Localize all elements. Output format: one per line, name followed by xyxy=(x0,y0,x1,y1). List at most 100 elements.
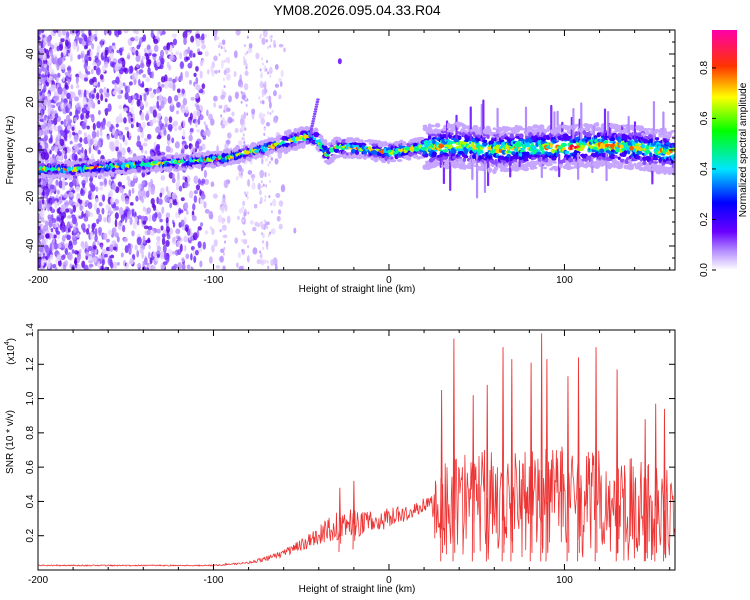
ridge-pixel xyxy=(568,166,575,170)
noise-pixel xyxy=(38,36,41,41)
noise-pixel xyxy=(228,95,232,103)
ridge-pixel xyxy=(518,133,524,139)
noise-pixel xyxy=(107,229,113,236)
noise-pixel xyxy=(217,214,223,224)
ridge-pixel xyxy=(493,166,499,171)
noise-pixel xyxy=(197,226,202,231)
noise-pixel xyxy=(88,30,92,37)
noise-pixel xyxy=(99,74,104,80)
noise-pixel xyxy=(84,148,88,157)
noise-pixel xyxy=(265,221,268,226)
noise-pixel xyxy=(261,88,267,96)
noise-pixel xyxy=(259,254,262,258)
noise-pixel xyxy=(70,55,73,62)
noise-pixel xyxy=(152,109,157,118)
noise-pixel xyxy=(183,181,189,189)
ridge-pixel xyxy=(481,141,488,147)
noise-pixel xyxy=(72,131,76,136)
noise-pixel xyxy=(180,108,186,114)
ridge-pixel xyxy=(42,173,47,179)
noise-pixel xyxy=(221,59,224,69)
noise-pixel xyxy=(193,72,197,77)
noise-pixel xyxy=(86,125,90,130)
noise-pixel xyxy=(243,58,247,66)
noise-pixel xyxy=(276,215,281,222)
noise-pixel xyxy=(204,208,210,214)
noise-pixel xyxy=(240,100,243,104)
ridge-pixel xyxy=(621,124,626,128)
noise-pixel xyxy=(68,252,73,261)
noise-pixel xyxy=(104,178,107,186)
noise-pixel xyxy=(136,263,141,268)
noise-pixel xyxy=(168,116,173,123)
ridge-pixel xyxy=(514,147,520,152)
noise-pixel xyxy=(270,157,274,161)
noise-pixel xyxy=(100,39,103,48)
noise-pixel xyxy=(89,212,94,218)
ridge-pixel xyxy=(623,150,628,155)
ridge-pixel xyxy=(575,151,581,154)
noise-pixel xyxy=(60,97,64,103)
noise-pixel xyxy=(80,30,85,35)
noise-pixel xyxy=(204,230,209,235)
noise-pixel xyxy=(54,267,58,270)
noise-pixel xyxy=(38,201,42,209)
noise-pixel xyxy=(77,130,82,135)
noise-pixel xyxy=(161,233,166,238)
noise-pixel xyxy=(186,210,189,215)
ridge-pixel xyxy=(298,135,302,140)
noise-pixel xyxy=(118,68,124,75)
noise-pixel xyxy=(247,211,250,215)
ridge-pixel xyxy=(633,162,637,167)
noise-pixel xyxy=(242,200,246,206)
noise-pixel xyxy=(267,45,270,49)
noise-pixel xyxy=(136,44,141,50)
noise-pixel xyxy=(172,120,179,127)
noise-pixel xyxy=(201,43,206,50)
noise-pixel xyxy=(128,81,133,86)
noise-pixel xyxy=(130,180,135,188)
noise-pixel xyxy=(85,176,89,184)
ridge-pixel xyxy=(91,158,96,163)
noise-pixel xyxy=(245,97,248,101)
noise-pixel xyxy=(215,265,221,269)
noise-pixel xyxy=(83,62,88,70)
ridge-pixel xyxy=(333,147,340,153)
noise-pixel xyxy=(88,56,92,62)
ridge-pixel xyxy=(630,163,634,169)
noise-pixel xyxy=(91,114,95,123)
ridge-pixel xyxy=(531,145,537,151)
noise-pixel xyxy=(204,33,208,38)
noise-pixel xyxy=(99,88,104,94)
noise-pixel xyxy=(66,92,71,99)
noise-pixel xyxy=(103,217,107,223)
noise-pixel xyxy=(227,57,231,64)
ridge-pixel xyxy=(312,137,317,141)
noise-pixel xyxy=(86,65,91,70)
noise-pixel xyxy=(195,110,201,117)
noise-pixel xyxy=(96,45,101,54)
noise-pixel xyxy=(145,112,150,121)
noise-pixel xyxy=(219,206,222,210)
noise-pixel xyxy=(87,36,91,43)
noise-pixel xyxy=(119,186,124,194)
noise-pixel xyxy=(52,30,58,34)
noise-pixel xyxy=(259,200,262,205)
noise-pixel xyxy=(82,97,87,106)
noise-pixel xyxy=(274,158,279,165)
noise-pixel xyxy=(128,189,132,197)
noise-pixel xyxy=(238,265,244,270)
noise-pixel xyxy=(162,261,168,266)
noise-pixel xyxy=(172,78,176,84)
noise-pixel xyxy=(236,262,239,268)
noise-pixel xyxy=(96,52,100,57)
noise-pixel xyxy=(179,52,183,60)
noise-pixel xyxy=(259,68,262,72)
noise-pixel xyxy=(129,257,134,265)
noise-pixel xyxy=(201,83,206,90)
noise-pixel xyxy=(61,150,65,155)
noise-pixel xyxy=(247,169,253,175)
noise-pixel xyxy=(48,65,52,72)
noise-pixel xyxy=(247,255,250,259)
